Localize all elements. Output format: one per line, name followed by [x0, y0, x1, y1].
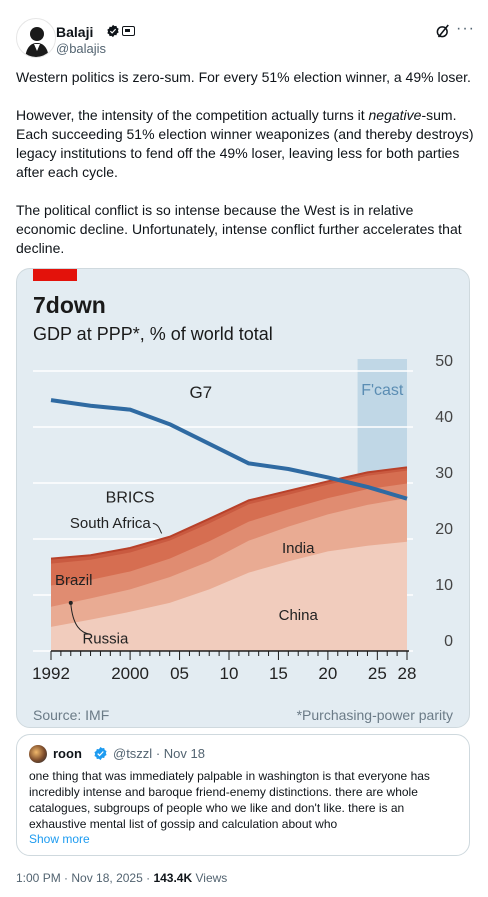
chart-subtitle: GDP at PPP*, % of world total [33, 324, 273, 344]
quote-date: Nov 18 [163, 746, 205, 761]
x-tick-label: 10 [220, 664, 239, 683]
author-name[interactable]: Balaji [56, 24, 94, 40]
quote-meta[interactable]: @tszzl · Nov 18 [113, 746, 205, 761]
x-tick-label: 2000 [111, 664, 149, 683]
quoted-tweet[interactable]: roon @tszzl · Nov 18 one thing that was … [16, 734, 470, 856]
g7-line [50, 398, 408, 501]
economist-red-tag [33, 269, 77, 281]
series-label-g7: G7 [189, 383, 212, 402]
x-tick-label: 20 [318, 664, 337, 683]
series-label-brazil: Brazil [55, 572, 93, 589]
tweet-paragraph-3: The political conflict is so intense bec… [16, 202, 462, 256]
y-tick-label: 0 [444, 633, 453, 650]
tweet-time[interactable]: 1:00 PM [16, 871, 61, 885]
series-label-russia: Russia [82, 631, 129, 648]
quote-text: one thing that was immediately palpable … [29, 769, 430, 831]
x-tick-label: 25 [368, 664, 387, 683]
south-africa-leader [152, 522, 163, 534]
chart-image[interactable]: 7down GDP at PPP*, % of world total F'ca… [16, 268, 470, 728]
russia-leader [70, 603, 91, 635]
area-china [51, 541, 407, 651]
show-more-link[interactable]: Show more [29, 832, 90, 846]
series-label-india: India [282, 540, 315, 557]
brics-outline [50, 466, 408, 560]
views-count: 143.4K [153, 871, 193, 885]
tweet-date[interactable]: Nov 18, 2025 [71, 871, 143, 885]
author-handle[interactable]: @balajis [56, 41, 107, 56]
series-label-china: China [279, 607, 319, 624]
views-label: Views [195, 871, 228, 885]
tweet-paragraph-2: However, the intensity of the competitio… [16, 107, 474, 180]
tweet-header: Balaji @balajis ··· [16, 18, 475, 58]
y-tick-label: 30 [435, 465, 453, 482]
affiliation-badge-icon[interactable] [122, 26, 135, 36]
forecast-label: F'cast [361, 382, 404, 399]
tweet-footer: 1:00 PM · Nov 18, 2025 · 143.4K Views [16, 871, 228, 885]
quote-avatar[interactable] [29, 745, 47, 763]
y-tick-label: 10 [435, 577, 453, 594]
chart-svg: 7down GDP at PPP*, % of world total F'ca… [32, 269, 453, 723]
x-tick-label: 1992 [32, 664, 70, 683]
more-icon[interactable]: ··· [456, 20, 475, 37]
series-label-brics: BRICS [106, 490, 155, 507]
chart-title: 7down [33, 292, 106, 318]
y-tick-label: 50 [435, 353, 453, 370]
tweet-text: Western politics is zero-sum. For every … [16, 68, 474, 277]
y-tick-label: 20 [435, 521, 453, 538]
grok-icon[interactable] [434, 22, 452, 40]
chart-source: Source: IMF [33, 707, 109, 723]
quote-author-name[interactable]: roon [53, 746, 82, 761]
quote-handle: @tszzl [113, 746, 153, 761]
verified-icon [94, 746, 107, 761]
avatar[interactable] [16, 18, 56, 58]
russia-leader-dot [68, 600, 73, 605]
x-tick-label: 05 [170, 664, 189, 683]
verified-badge-icon [107, 24, 119, 38]
tweet-paragraph-1: Western politics is zero-sum. For every … [16, 69, 471, 85]
x-tick-label: 28 [398, 664, 417, 683]
x-tick-label: 15 [269, 664, 288, 683]
chart-footnote: *Purchasing-power parity [297, 707, 453, 723]
series-label-south-africa: South Africa [70, 515, 152, 532]
y-tick-label: 40 [435, 409, 453, 426]
